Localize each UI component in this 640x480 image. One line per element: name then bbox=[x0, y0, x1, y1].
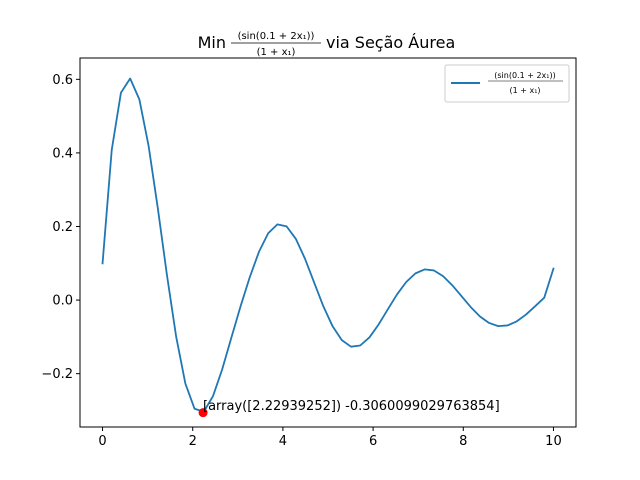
minimum-annotation: [array([2.22939252]) -0.3060099029763854… bbox=[203, 399, 500, 414]
chart-title-prefix: Min bbox=[198, 33, 226, 52]
series-line bbox=[101, 77, 555, 413]
axes-frame bbox=[79, 57, 577, 428]
minimum-point-marker bbox=[198, 408, 208, 418]
x-tick-label: 8 bbox=[459, 434, 467, 449]
chart-title-numerator: (sin(0.1 + 2x₁)) bbox=[238, 31, 315, 42]
legend-frame bbox=[444, 64, 570, 103]
x-tick-label: 10 bbox=[545, 434, 562, 449]
x-tick-label: 4 bbox=[279, 434, 287, 449]
legend: (sin(0.1 + 2x₁)) (1 + x₁) bbox=[444, 64, 570, 103]
x-tick-label: 6 bbox=[369, 434, 377, 449]
y-tick-label: 0.2 bbox=[52, 220, 73, 235]
x-tick-label: 0 bbox=[98, 434, 106, 449]
legend-label-denominator: (1 + x₁) bbox=[509, 86, 540, 95]
y-tick-label: 0.0 bbox=[52, 294, 73, 309]
y-tick-label: 0.4 bbox=[52, 146, 73, 161]
y-tick-label: 0.6 bbox=[52, 73, 73, 88]
chart-title: Min (sin(0.1 + 2x₁)) (1 + x₁) via Seção … bbox=[198, 31, 456, 58]
plot-area: 0 2 4 6 8 10 −0.2 0.0 0.2 0.4 0.6 bbox=[41, 57, 577, 449]
legend-label-numerator: (sin(0.1 + 2x₁)) bbox=[494, 71, 556, 80]
chart-title-suffix: via Seção Áurea bbox=[326, 33, 455, 52]
chart-title-denominator: (1 + x₁) bbox=[257, 47, 296, 58]
y-tick-label: −0.2 bbox=[41, 367, 73, 382]
x-tick-label: 2 bbox=[189, 434, 197, 449]
